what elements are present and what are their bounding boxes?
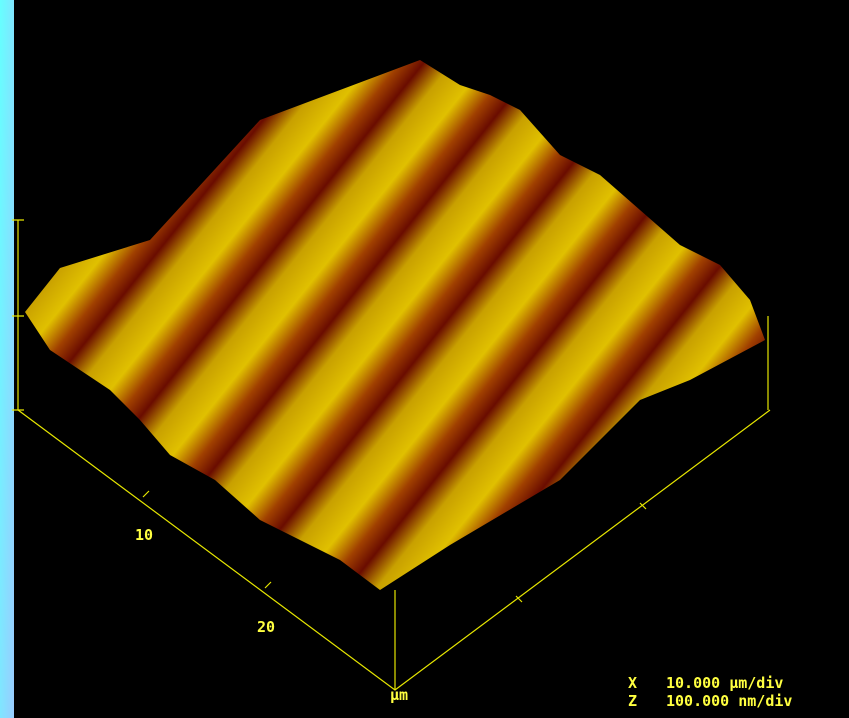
scale-value: 10.000 µm/div bbox=[666, 674, 783, 692]
tick-label: 10 bbox=[135, 526, 153, 544]
side-strip bbox=[0, 0, 14, 718]
surface bbox=[25, 60, 765, 590]
scale-value: 100.000 nm/div bbox=[666, 692, 792, 710]
tick-label: 20 bbox=[257, 618, 275, 636]
scale-key: X bbox=[628, 674, 637, 692]
unit-label: µm bbox=[390, 686, 408, 704]
scale-key: Z bbox=[628, 692, 637, 710]
axes bbox=[12, 219, 771, 691]
